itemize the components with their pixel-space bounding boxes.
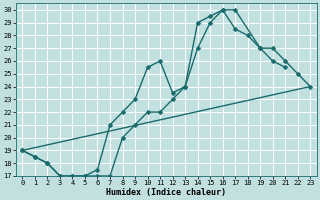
X-axis label: Humidex (Indice chaleur): Humidex (Indice chaleur) xyxy=(106,188,226,197)
